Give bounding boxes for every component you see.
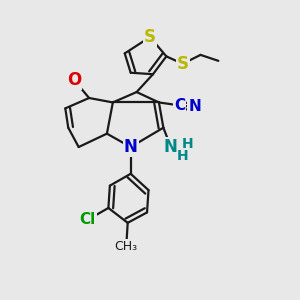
Text: O: O [67,71,81,89]
Text: C: C [174,98,185,113]
Text: N: N [188,99,201,114]
Text: S: S [177,55,189,73]
Text: H: H [181,137,193,151]
Text: N: N [164,138,178,156]
Text: N: N [124,138,138,156]
Text: Cl: Cl [80,212,96,227]
Text: S: S [144,28,156,46]
Text: H: H [176,149,188,163]
Text: CH₃: CH₃ [115,240,138,253]
